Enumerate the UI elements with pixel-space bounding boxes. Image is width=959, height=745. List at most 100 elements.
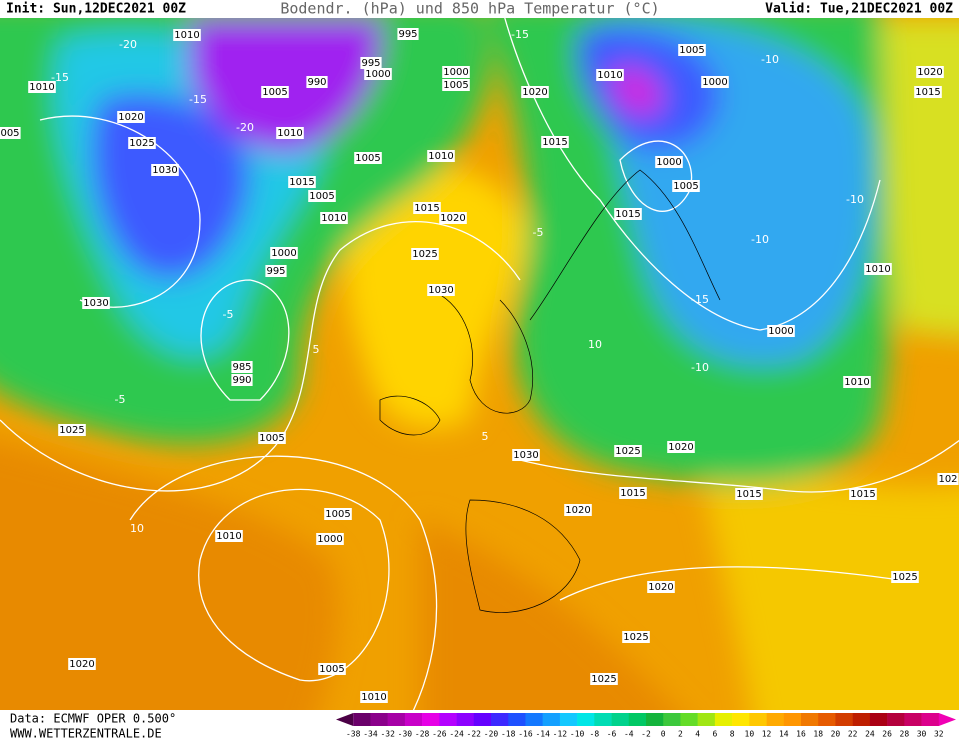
color-swatch [542, 713, 561, 726]
color-swatch [921, 713, 940, 726]
isobar-label: 1000 [365, 69, 390, 80]
isobar-label: 1000 [271, 248, 296, 259]
isobar-label-box [0, 127, 21, 139]
isobar-label-box [306, 76, 328, 88]
color-swatch [422, 713, 440, 726]
color-swatch [508, 713, 526, 726]
isobar-label: 1010 [361, 692, 386, 703]
color-swatch [646, 713, 664, 726]
isobar-label-box [151, 164, 179, 176]
color-swatch [594, 713, 612, 726]
isobar-label: 1015 [289, 177, 314, 188]
isobar-label-box [276, 127, 304, 139]
isobar-label: 1015 [414, 203, 439, 214]
color-swatch [904, 713, 922, 726]
isobar-label: 1010 [428, 151, 453, 162]
isobar-label-box [231, 361, 253, 373]
isotherm-label: -20 [236, 121, 254, 134]
color-bar-label: 8 [730, 730, 735, 739]
website: WWW.WETTERZENTRALE.DE [10, 727, 162, 741]
isobar-label-box [521, 86, 549, 98]
color-swatch [456, 713, 475, 726]
isobar-label: 990 [307, 77, 326, 88]
color-swatch [628, 713, 647, 726]
isobar-label: 990 [232, 375, 251, 386]
isotherm-label: -15 [51, 71, 69, 84]
color-bar-label: 26 [882, 730, 892, 739]
color-bar-label: 16 [796, 730, 806, 739]
isobar-label-box [672, 180, 700, 192]
color-bar-label: -8 [590, 730, 600, 739]
isobar-label: 1020 [118, 112, 143, 123]
color-bar-label: -34 [363, 730, 378, 739]
isobar-label-box [590, 673, 618, 685]
isobar-label-box [891, 571, 919, 583]
isotherm-label: -15 [511, 28, 529, 41]
isobar-label: 1005 [355, 153, 380, 164]
valid-time: Valid: Tue,21DEC2021 00Z [765, 2, 953, 17]
isobar-label-box [655, 156, 683, 168]
color-bar-label: -18 [501, 730, 516, 739]
color-bar-label: -14 [535, 730, 550, 739]
isobar-label-box [622, 631, 650, 643]
isobar-label: 1015 [542, 137, 567, 148]
isobar-label-box [270, 247, 298, 259]
color-swatch [336, 713, 354, 726]
isobar-label: 1030 [513, 450, 538, 461]
color-bar-label: 18 [813, 730, 823, 739]
isobar-label-box [173, 29, 201, 41]
isobar-label-box [82, 297, 110, 309]
isotherm-label: -20 [119, 38, 137, 51]
isotherm-label: -10 [751, 233, 769, 246]
color-bar-label: 2 [678, 730, 683, 739]
color-bar-label: 10 [745, 730, 755, 739]
isobar-label-box [427, 150, 455, 162]
isobar-label: 1015 [915, 87, 940, 98]
data-source: Data: ECMWF OPER 0.500° [10, 712, 176, 726]
isobar-label-box [320, 212, 348, 224]
isotherm-label: 10 [130, 522, 144, 535]
color-swatch [611, 713, 630, 726]
color-swatch [525, 713, 543, 726]
map-title: Bodendr. (hPa) und 850 hPa Temperatur (°… [280, 0, 659, 18]
isobar-label: 1005 [679, 45, 704, 56]
isotherm-label: -10 [761, 53, 779, 66]
isobar-label: 1010 [277, 128, 302, 139]
isotherm-label: -10 [846, 193, 864, 206]
isobar-label-box [614, 445, 642, 457]
isobar-label: 985 [232, 362, 251, 373]
color-bar-label: -10 [570, 730, 585, 739]
color-bar-label: -6 [607, 730, 617, 739]
isobar-label-box [596, 69, 624, 81]
isobar-label-box [28, 81, 56, 93]
isobar-label: 1025 [623, 632, 648, 643]
color-bar-label: -26 [432, 730, 447, 739]
color-swatch [404, 713, 423, 726]
color-swatch [473, 713, 492, 726]
isobar-label: 1025 [892, 572, 917, 583]
color-swatch [783, 713, 802, 726]
isotherm-label: -5 [533, 226, 544, 239]
color-swatch [852, 713, 871, 726]
isobar-label-box [439, 212, 467, 224]
isobar-label-box [864, 263, 892, 275]
isobar-label-box [215, 530, 243, 542]
color-bar-label: 4 [695, 730, 700, 739]
color-swatch [766, 713, 785, 726]
isobar-label: 1020 [668, 442, 693, 453]
isobar-label: 1020 [522, 87, 547, 98]
color-bar-label: 20 [831, 730, 841, 739]
color-bar-label: -22 [467, 730, 482, 739]
isobar-label: 1000 [768, 326, 793, 337]
isobar-label-box [258, 432, 286, 444]
color-bar-label: 30 [917, 730, 927, 739]
color-swatch [353, 713, 371, 726]
color-swatch [663, 713, 681, 726]
color-bar-label: -20 [484, 730, 499, 739]
isobar-label-box [364, 68, 392, 80]
color-swatch [697, 713, 716, 726]
isobar-label: 1015 [615, 209, 640, 220]
isobar-label-box [667, 441, 695, 453]
isotherm-label: -10 [691, 361, 709, 374]
